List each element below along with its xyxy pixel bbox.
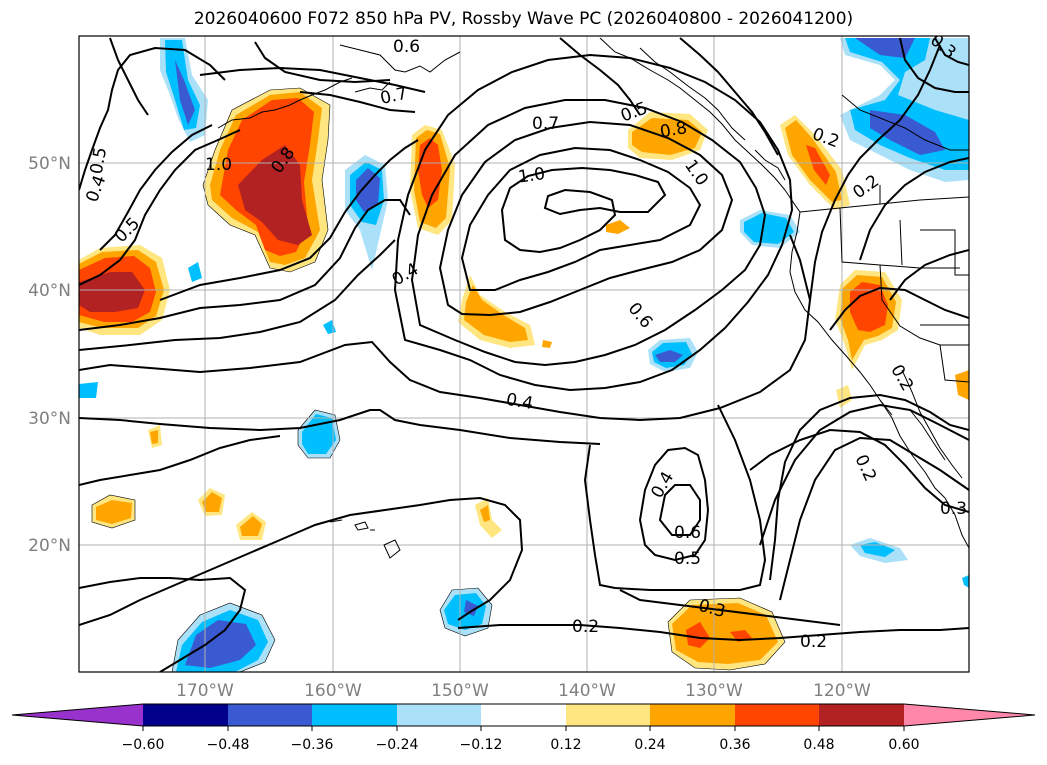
pv-anomaly-outlines <box>91 87 786 672</box>
colorbar-segment <box>481 704 566 726</box>
contour-label: 1.0 <box>517 164 547 188</box>
longitude-labels: 170°W 160°W 150°W 140°W 130°W 120°W <box>176 681 871 701</box>
colorbar-segment <box>397 704 481 726</box>
colorbar-extend-max <box>904 704 1035 726</box>
colorbar-tick: 0.36 <box>719 737 750 753</box>
map-panel: 0.7 0.6 0.5 0.8 1.0 1.0 0.4 0.5 0.7 0.8 … <box>78 35 970 673</box>
lon-label-160w: 160°W <box>304 681 362 701</box>
contour-label: 0.8 <box>658 118 688 142</box>
colorbar: −0.60 −0.48 −0.36 −0.24 −0.12 0.12 0.24 … <box>11 703 1036 753</box>
lon-label-120w: 120°W <box>813 681 871 701</box>
colorbar-segment <box>566 704 650 726</box>
colorbar-segment <box>819 704 904 726</box>
contour-label: 0.7 <box>532 114 559 134</box>
latitude-labels: 50°N 40°N 30°N 20°N <box>28 154 71 556</box>
colorbar-tick: 0.48 <box>803 737 834 753</box>
colorbar-tick: −0.12 <box>460 737 503 753</box>
contour-label: 0.2 <box>572 617 599 637</box>
contour-label: 0.3 <box>940 499 967 519</box>
lat-label-50n: 50°N <box>28 154 71 174</box>
colorbar-tick: 0.12 <box>550 737 581 753</box>
colorbar-segment <box>143 704 228 726</box>
lon-label-170w: 170°W <box>176 681 234 701</box>
lon-label-150w: 150°W <box>431 681 489 701</box>
colorbar-extend-min <box>12 704 143 726</box>
colorbar-segment <box>735 704 819 726</box>
colorbar-tick: −0.48 <box>207 737 250 753</box>
contour-label: 0.4 <box>504 390 534 414</box>
colorbar-segment <box>650 704 735 726</box>
colorbar-tick: −0.36 <box>291 737 334 753</box>
map-frame <box>78 35 970 673</box>
colorbar-segment <box>228 704 312 726</box>
map-title: 2026040600 F072 850 hPa PV, Rossby Wave … <box>193 9 854 29</box>
contour-label: 0.6 <box>674 523 701 543</box>
pv-contours <box>79 37 969 672</box>
colorbar-tick: 0.60 <box>888 737 919 753</box>
lon-label-140w: 140°W <box>558 681 616 701</box>
contour-label: 0.5 <box>674 549 701 569</box>
contour-label: 0.5 <box>87 146 111 176</box>
colorbar-tick: −0.24 <box>376 737 419 753</box>
lon-label-130w: 130°W <box>685 681 743 701</box>
lat-label-30n: 30°N <box>28 409 71 429</box>
lat-label-40n: 40°N <box>28 281 71 301</box>
graticule <box>79 36 969 672</box>
contour-label: 0.2 <box>800 632 827 652</box>
contour-label: 0.6 <box>393 37 420 57</box>
contour-label: 1.0 <box>205 155 232 175</box>
lat-label-20n: 20°N <box>28 536 71 556</box>
colorbar-tick: 0.24 <box>634 737 665 753</box>
colorbar-segment <box>312 704 397 726</box>
colorbar-tick: −0.60 <box>122 737 165 753</box>
